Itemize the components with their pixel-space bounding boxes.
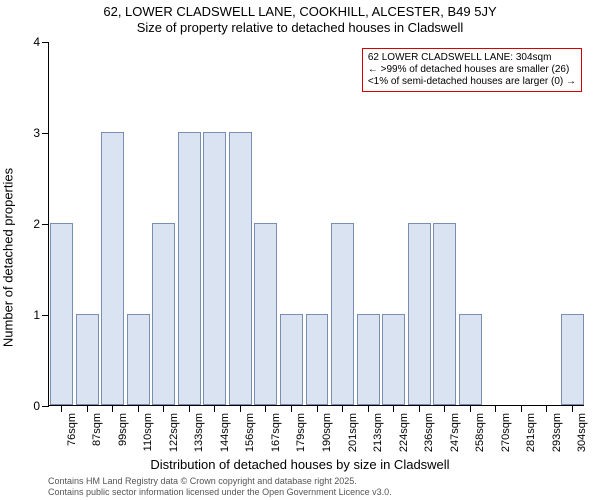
bar	[306, 314, 329, 405]
bar	[152, 223, 175, 405]
bar	[229, 132, 252, 405]
x-tick-label: 270sqm	[500, 413, 512, 452]
x-tick-label: 144sqm	[219, 413, 231, 452]
bar	[331, 223, 354, 405]
x-tick-label: 156sqm	[244, 413, 256, 452]
x-tick	[138, 405, 139, 412]
x-tick-label: 76sqm	[66, 413, 78, 446]
y-tick	[42, 315, 49, 316]
x-tick-label: 87sqm	[91, 413, 103, 446]
y-tick	[42, 406, 49, 407]
bar	[76, 314, 99, 405]
annotation-box: 62 LOWER CLADSWELL LANE: 304sqm← >99% of…	[362, 48, 582, 92]
attribution: Contains HM Land Registry data © Crown c…	[48, 476, 392, 498]
bar	[433, 223, 456, 405]
bar	[382, 314, 405, 405]
y-tick	[42, 133, 49, 134]
bar	[50, 223, 73, 405]
x-tick	[317, 405, 318, 412]
x-tick-label: 110sqm	[142, 413, 154, 451]
bar	[101, 132, 124, 405]
x-tick	[444, 405, 445, 412]
x-tick	[546, 405, 547, 412]
annotation-line: ← >99% of detached houses are smaller (2…	[368, 64, 576, 76]
x-tick-label: 99sqm	[117, 413, 129, 446]
x-tick	[61, 405, 62, 412]
x-tick-label: 247sqm	[449, 413, 461, 452]
x-tick-label: 236sqm	[423, 413, 435, 452]
bar	[459, 314, 482, 405]
x-tick	[163, 405, 164, 412]
bar	[178, 132, 201, 405]
bar	[357, 314, 380, 405]
x-tick	[495, 405, 496, 412]
x-tick	[368, 405, 369, 412]
x-tick	[112, 405, 113, 412]
x-tick-label: 293sqm	[551, 413, 563, 452]
chart-container: 62, LOWER CLADSWELL LANE, COOKHILL, ALCE…	[0, 0, 600, 500]
y-tick-label: 0	[33, 399, 40, 413]
annotation-line: <1% of semi-detached houses are larger (…	[368, 76, 576, 88]
x-tick-label: 281sqm	[525, 413, 537, 452]
y-tick	[42, 224, 49, 225]
y-tick-label: 2	[33, 217, 40, 231]
x-tick-label: 201sqm	[347, 413, 359, 452]
title-line-1: 62, LOWER CLADSWELL LANE, COOKHILL, ALCE…	[0, 4, 600, 19]
x-tick	[214, 405, 215, 412]
x-tick-label: 213sqm	[372, 413, 384, 452]
bar	[561, 314, 584, 405]
title-line-2: Size of property relative to detached ho…	[0, 20, 600, 35]
plot-area: 0123476sqm87sqm99sqm110sqm122sqm133sqm14…	[48, 42, 584, 406]
x-tick	[291, 405, 292, 412]
y-tick-label: 4	[33, 35, 40, 49]
x-tick	[572, 405, 573, 412]
x-tick-label: 258sqm	[474, 413, 486, 452]
x-tick	[265, 405, 266, 412]
attribution-line-2: Contains public sector information licen…	[48, 487, 392, 498]
x-tick-label: 179sqm	[295, 413, 307, 452]
x-tick-label: 190sqm	[321, 413, 333, 452]
bar	[203, 132, 226, 405]
y-tick-label: 1	[33, 308, 40, 322]
chart-title: 62, LOWER CLADSWELL LANE, COOKHILL, ALCE…	[0, 4, 600, 35]
x-tick	[470, 405, 471, 412]
attribution-line-1: Contains HM Land Registry data © Crown c…	[48, 476, 392, 487]
y-tick	[42, 42, 49, 43]
x-tick	[342, 405, 343, 412]
x-tick-label: 133sqm	[193, 413, 205, 452]
x-tick	[87, 405, 88, 412]
y-axis-label: Number of detached properties	[1, 168, 16, 347]
bar	[408, 223, 431, 405]
x-tick-label: 122sqm	[168, 413, 180, 452]
x-tick-label: 167sqm	[270, 413, 282, 452]
x-axis-label: Distribution of detached houses by size …	[0, 457, 600, 472]
y-tick-label: 3	[33, 126, 40, 140]
bar	[280, 314, 303, 405]
x-tick-label: 224sqm	[398, 413, 410, 452]
x-tick	[189, 405, 190, 412]
x-tick-label: 304sqm	[576, 413, 588, 452]
x-tick	[521, 405, 522, 412]
x-tick	[419, 405, 420, 412]
x-tick	[240, 405, 241, 412]
bar	[127, 314, 150, 405]
bar	[254, 223, 277, 405]
annotation-line: 62 LOWER CLADSWELL LANE: 304sqm	[368, 52, 576, 64]
x-tick	[393, 405, 394, 412]
